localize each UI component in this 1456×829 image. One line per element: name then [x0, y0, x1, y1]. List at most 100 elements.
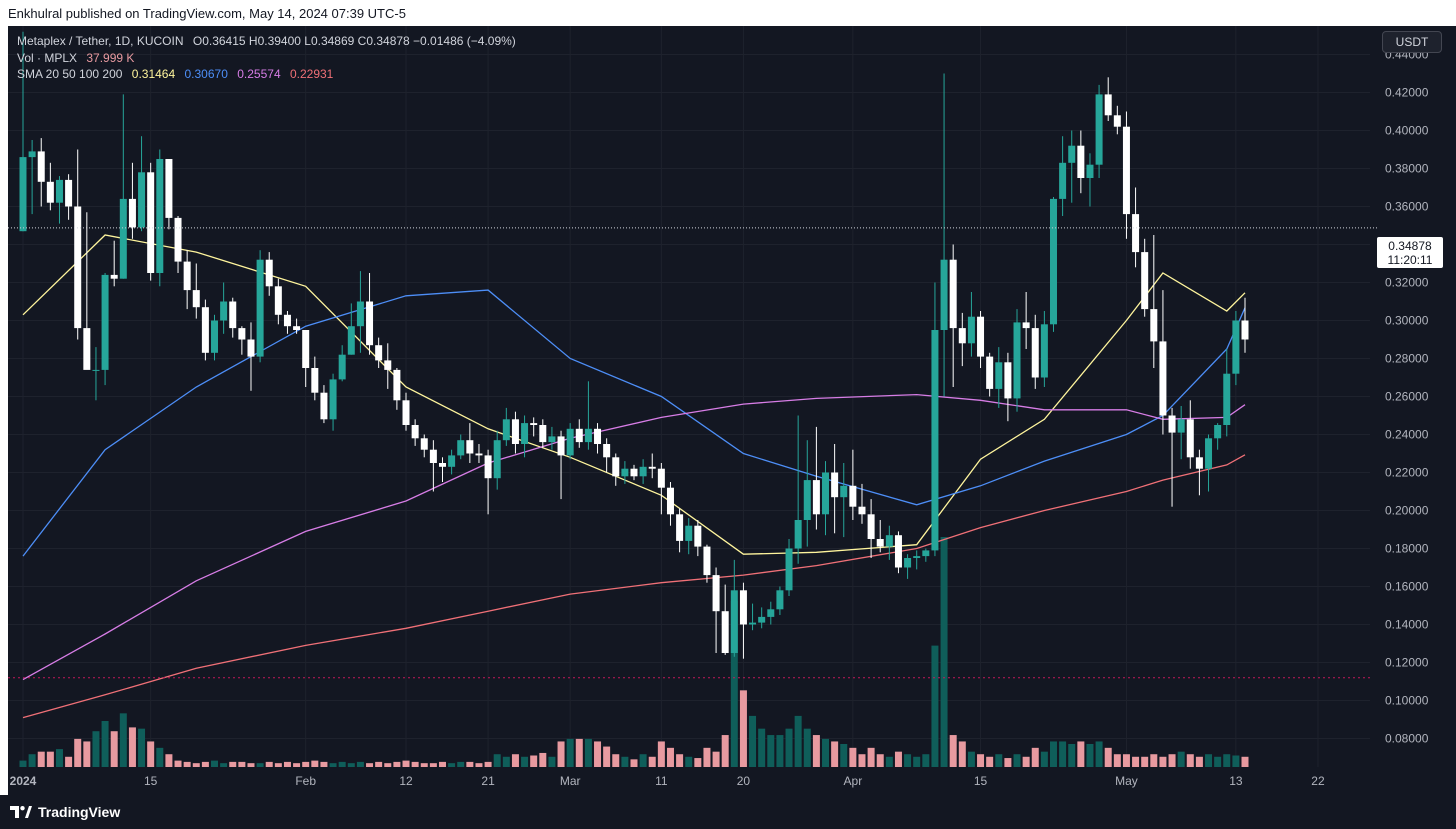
candle-body[interactable]: [37, 151, 45, 182]
candle-body[interactable]: [438, 463, 446, 467]
legend-symbol[interactable]: Metaplex / Tether, 1D, KUCOIN: [17, 34, 184, 48]
candle-body[interactable]: [657, 468, 665, 488]
candle-body[interactable]: [1232, 320, 1240, 374]
candle-body[interactable]: [211, 320, 219, 353]
candle-body[interactable]: [101, 274, 109, 370]
candle-body[interactable]: [1132, 214, 1140, 253]
candle-body[interactable]: [822, 472, 830, 515]
candle-body[interactable]: [138, 172, 146, 228]
candle-body[interactable]: [1022, 322, 1030, 329]
candle-body[interactable]: [530, 423, 538, 425]
candle-body[interactable]: [639, 466, 647, 477]
candle-body[interactable]: [74, 206, 82, 329]
candle-body[interactable]: [1077, 145, 1085, 178]
candle-body[interactable]: [147, 172, 155, 273]
candle-body[interactable]: [274, 286, 282, 315]
candle-body[interactable]: [247, 339, 255, 357]
candle-body[interactable]: [110, 274, 118, 279]
candle-body[interactable]: [867, 514, 875, 539]
candle-body[interactable]: [977, 316, 985, 357]
candle-body[interactable]: [767, 609, 775, 617]
candle-body[interactable]: [466, 440, 474, 454]
candle-body[interactable]: [676, 514, 684, 541]
candle-body[interactable]: [1122, 126, 1130, 215]
candle-body[interactable]: [967, 316, 975, 344]
candle-body[interactable]: [612, 457, 620, 477]
sma-line[interactable]: [22, 393, 1246, 681]
candle-body[interactable]: [913, 556, 921, 558]
candle-body[interactable]: [1086, 164, 1094, 178]
candle-body[interactable]: [1177, 419, 1185, 433]
candle-body[interactable]: [776, 590, 784, 610]
candle-body[interactable]: [1068, 145, 1076, 163]
candle-body[interactable]: [302, 330, 310, 368]
candle-body[interactable]: [603, 444, 611, 458]
candle-body[interactable]: [329, 379, 337, 420]
candle-body[interactable]: [1241, 320, 1249, 340]
candle-body[interactable]: [1159, 341, 1167, 416]
candle-body[interactable]: [730, 590, 738, 653]
candle-body[interactable]: [1113, 115, 1121, 127]
candle-body[interactable]: [311, 368, 319, 393]
candle-body[interactable]: [92, 369, 100, 371]
candle-body[interactable]: [931, 330, 939, 551]
candle-body[interactable]: [229, 301, 237, 329]
candle-body[interactable]: [894, 535, 902, 568]
candle-body[interactable]: [1186, 419, 1194, 458]
candle-body[interactable]: [521, 423, 529, 444]
candle-body[interactable]: [183, 261, 191, 291]
candle-body[interactable]: [366, 301, 374, 346]
candle-body[interactable]: [621, 468, 629, 477]
candle-body[interactable]: [539, 425, 547, 443]
candle-body[interactable]: [429, 449, 437, 463]
candle-body[interactable]: [840, 485, 848, 498]
candle-body[interactable]: [739, 590, 747, 625]
candle-body[interactable]: [1013, 322, 1021, 399]
candle-body[interactable]: [420, 438, 428, 450]
candle-body[interactable]: [1205, 438, 1213, 469]
candle-body[interactable]: [475, 453, 483, 456]
candle-body[interactable]: [995, 362, 1003, 389]
candle-body[interactable]: [831, 472, 839, 498]
candle-body[interactable]: [55, 179, 63, 203]
candle-body[interactable]: [794, 520, 802, 549]
candle-body[interactable]: [986, 356, 994, 389]
candle-body[interactable]: [1031, 328, 1039, 378]
candle-body[interactable]: [849, 485, 857, 507]
candle-body[interactable]: [584, 428, 592, 443]
candle-body[interactable]: [1195, 457, 1203, 469]
candle-body[interactable]: [858, 506, 866, 515]
candle-body[interactable]: [785, 548, 793, 591]
candle-body[interactable]: [666, 487, 674, 515]
candle-body[interactable]: [557, 436, 565, 456]
candle-body[interactable]: [648, 466, 656, 469]
candle-body[interactable]: [703, 546, 711, 576]
candle-body[interactable]: [876, 539, 884, 547]
candle-body[interactable]: [192, 290, 200, 308]
candle-body[interactable]: [265, 259, 273, 287]
candle-body[interactable]: [721, 611, 729, 653]
candle-body[interactable]: [502, 419, 510, 441]
candle-body[interactable]: [156, 159, 164, 273]
candle-body[interactable]: [1168, 415, 1176, 433]
candle-body[interactable]: [220, 301, 228, 321]
legend-vol-label[interactable]: Vol · MPLX: [17, 51, 78, 65]
candle-body[interactable]: [685, 525, 693, 541]
candle-body[interactable]: [1223, 373, 1231, 425]
candle-body[interactable]: [1214, 425, 1222, 439]
candle-body[interactable]: [812, 480, 820, 515]
candle-body[interactable]: [238, 328, 246, 340]
candle-body[interactable]: [411, 425, 419, 439]
candle-body[interactable]: [448, 455, 456, 467]
candle-body[interactable]: [511, 419, 519, 444]
currency-button[interactable]: USDT: [1382, 31, 1442, 53]
candle-body[interactable]: [958, 328, 966, 344]
candle-body[interactable]: [347, 326, 355, 355]
candle-body[interactable]: [65, 179, 73, 207]
candle-body[interactable]: [493, 440, 501, 479]
candle-body[interactable]: [1004, 362, 1012, 399]
candle-body[interactable]: [119, 198, 127, 279]
candle-body[interactable]: [566, 428, 574, 456]
sma-line[interactable]: [22, 289, 1246, 557]
candle-body[interactable]: [904, 558, 912, 568]
